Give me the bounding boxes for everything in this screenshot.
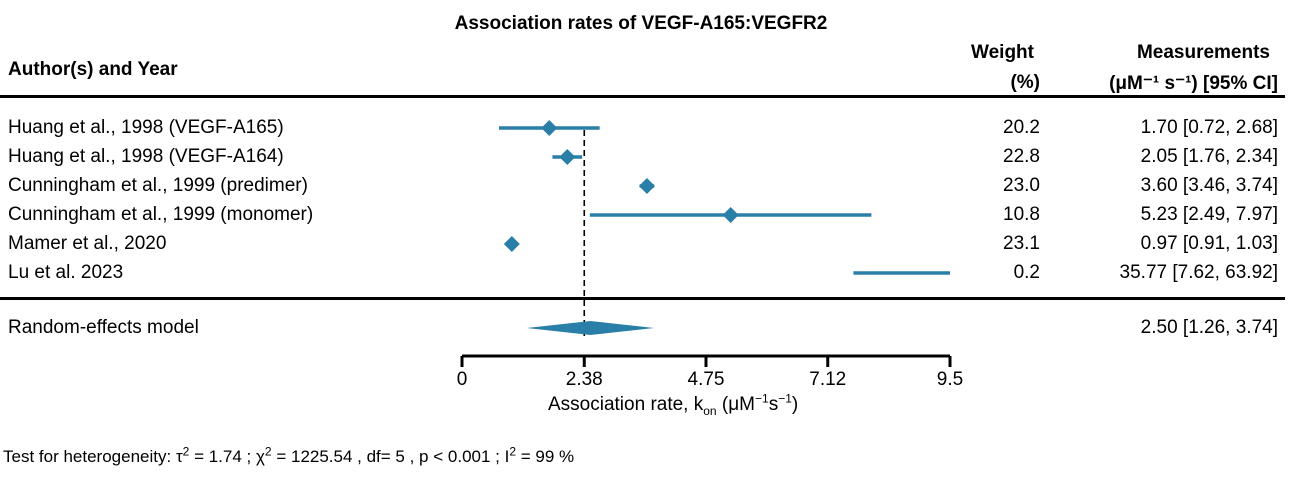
study-ci-text: 1.70 [0.72, 2.68]: [1140, 117, 1278, 138]
study-ci-text: 3.60 [3.46, 3.74]: [1140, 175, 1278, 196]
header-rule: [0, 95, 1285, 98]
study-weight: 22.8: [1003, 146, 1040, 167]
study-weight: 10.8: [1003, 204, 1040, 225]
study-point-marker: [638, 178, 655, 194]
summary-diamond: [526, 321, 655, 335]
study-weight: 23.0: [1003, 175, 1040, 196]
x-tick-label: 9.5: [937, 369, 963, 390]
study-point-marker: [503, 236, 520, 252]
study-weight: 23.1: [1003, 233, 1040, 254]
x-tick-label: 0: [457, 369, 468, 390]
study-point-marker: [722, 207, 739, 223]
study-label: Cunningham et al., 1999 (predimer): [8, 175, 308, 196]
chart-title: Association rates of VEGF-A165:VEGFR2: [454, 13, 828, 34]
study-column-header: Author(s) and Year: [8, 59, 178, 80]
summary-ci-text: 2.50 [1.26, 3.74]: [1140, 317, 1278, 338]
measurements-column-header: Measurements: [1136, 42, 1270, 63]
study-point-marker: [559, 149, 576, 165]
study-point-marker: [541, 120, 558, 136]
study-ci-text: 5.23 [2.49, 7.97]: [1140, 204, 1278, 225]
weight-column-header: Weight: [971, 42, 1034, 63]
study-weight: 20.2: [1003, 117, 1040, 138]
study-ci-text: 0.97 [0.91, 1.03]: [1140, 233, 1278, 254]
summary-label: Random-effects model: [8, 317, 199, 338]
x-axis-label: Association rate, kon (μM−1s−1): [548, 391, 799, 418]
x-tick-label: 2.38: [566, 369, 603, 390]
x-tick-label: 4.75: [688, 369, 725, 390]
study-label: Lu et al. 2023: [8, 262, 124, 283]
study-weight: 0.2: [1013, 262, 1040, 283]
study-label: Huang et al., 1998 (VEGF-A164): [8, 146, 284, 167]
measurements-unit-header: (μM⁻¹ s⁻¹) [95% CI]: [1109, 73, 1278, 94]
study-label: Cunningham et al., 1999 (monomer): [8, 204, 314, 225]
study-label: Huang et al., 1998 (VEGF-A165): [8, 117, 284, 138]
heterogeneity-test: Test for heterogeneity: τ2 = 1.74 ; χ2 =…: [3, 444, 575, 466]
summary-rule: [0, 297, 1285, 300]
weight-unit-header: (%): [1010, 72, 1040, 93]
study-label: Mamer et al., 2020: [8, 233, 167, 254]
study-ci-text: 35.77 [7.62, 63.92]: [1119, 262, 1278, 283]
study-ci-text: 2.05 [1.76, 2.34]: [1140, 146, 1278, 167]
x-tick-label: 7.12: [809, 369, 846, 390]
